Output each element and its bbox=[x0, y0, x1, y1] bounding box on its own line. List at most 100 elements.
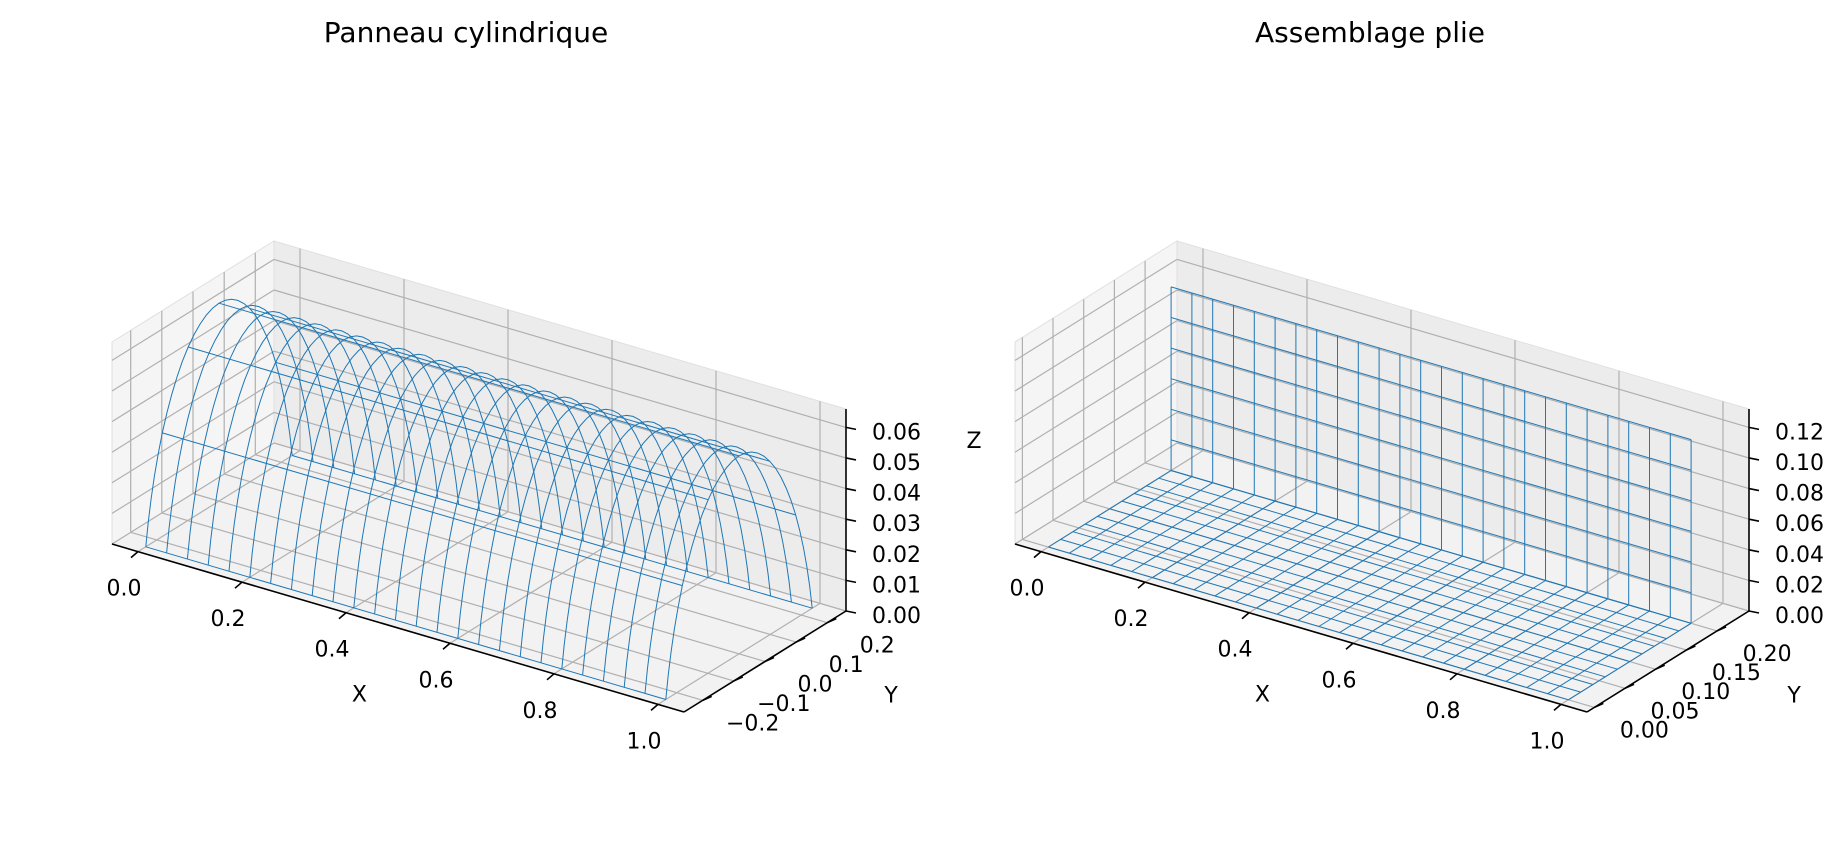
grid-line-z bbox=[1014, 411, 1178, 514]
x-tick-label: 0.6 bbox=[419, 668, 454, 693]
x-tick-mark bbox=[650, 703, 659, 711]
x-tick-mark bbox=[338, 612, 347, 620]
x-tick-label: 0.0 bbox=[107, 577, 142, 602]
y-tick-mark bbox=[795, 637, 806, 643]
grid-line-z bbox=[273, 258, 847, 428]
grid-line-z bbox=[111, 289, 275, 392]
x-tick-mark bbox=[130, 551, 139, 559]
grid-line-z bbox=[1176, 442, 1750, 612]
grid-line-z bbox=[1014, 442, 1178, 545]
grid-line-z bbox=[1014, 258, 1178, 361]
x-tick-mark bbox=[1449, 673, 1458, 681]
grid-line-z bbox=[111, 381, 275, 484]
y-tick-label: 0.20 bbox=[1743, 642, 1792, 667]
y-tick-mark bbox=[826, 617, 837, 624]
grid-line-z bbox=[111, 350, 275, 453]
surface-floor-line bbox=[1097, 515, 1618, 670]
z-tick-mark bbox=[1748, 487, 1760, 492]
z-tick-mark bbox=[845, 426, 857, 431]
z-tick-label: 0.04 bbox=[1775, 543, 1824, 568]
x-tick-mark bbox=[1345, 642, 1354, 650]
x-tick-label: 0.2 bbox=[211, 607, 246, 632]
surface-long-line bbox=[249, 308, 770, 462]
grid-line-z bbox=[111, 442, 275, 545]
y-tick-label: 0.00 bbox=[1620, 718, 1669, 743]
y-tick-mark bbox=[733, 676, 744, 682]
grid-line-z bbox=[273, 320, 847, 490]
surface-floor-line bbox=[1060, 538, 1581, 693]
x-tick-mark bbox=[1033, 551, 1042, 559]
chart-title: Panneau cylindrique bbox=[324, 16, 608, 49]
surface-flange-line bbox=[1170, 317, 1692, 471]
grid-line-z bbox=[1176, 320, 1750, 490]
z-tick-mark bbox=[845, 487, 857, 492]
z-tick-mark bbox=[845, 549, 857, 553]
grid-line-z bbox=[111, 411, 275, 514]
x-tick-label: 0.4 bbox=[1218, 638, 1253, 663]
surface-wireframe bbox=[145, 298, 813, 700]
y-tick-label: 0.10 bbox=[1681, 680, 1730, 705]
surface-wireframe bbox=[1048, 286, 1692, 701]
y-tick-mark bbox=[1655, 664, 1666, 670]
grid-line-z bbox=[1176, 258, 1750, 428]
y-tick-label: −0.2 bbox=[726, 711, 779, 736]
x-tick-label: 1.0 bbox=[627, 729, 662, 754]
surface-flange-line bbox=[1170, 286, 1692, 441]
surface-long-line bbox=[275, 361, 796, 516]
x-tick-label: 0.6 bbox=[1322, 668, 1357, 693]
y-tick-label: 0.0 bbox=[798, 673, 833, 698]
grid-line-z bbox=[273, 442, 847, 612]
x-axis-label: X bbox=[1255, 683, 1270, 708]
z-tick-mark bbox=[845, 457, 857, 461]
z-tick-label: 0.08 bbox=[1775, 482, 1824, 507]
y-tick-label: 0.05 bbox=[1651, 699, 1700, 724]
y-tick-mark bbox=[764, 656, 775, 663]
surface-floor-line bbox=[1146, 485, 1667, 640]
grid-line-z bbox=[1014, 381, 1178, 484]
z-tick-label: 0.05 bbox=[872, 451, 921, 476]
x-tick-mark bbox=[1241, 612, 1250, 620]
surface-long-line bbox=[292, 455, 813, 609]
z-tick-mark bbox=[1748, 518, 1760, 522]
surface-floor-line bbox=[1134, 493, 1655, 647]
y-axis-line bbox=[1586, 610, 1750, 713]
z-tick-label: 0.00 bbox=[1775, 604, 1824, 629]
surface-floor-line bbox=[1048, 546, 1569, 701]
x-tick-label: 0.2 bbox=[1114, 607, 1149, 632]
chart-panel-1: Assemblage plie0.00.20.40.60.81.0X0.000.… bbox=[1010, 16, 1824, 754]
y-tick-mark bbox=[1686, 645, 1696, 651]
surface-long-line bbox=[145, 546, 666, 700]
grid-line-z bbox=[273, 411, 847, 581]
surface-long-line bbox=[162, 432, 683, 587]
x-tick-mark bbox=[442, 642, 451, 650]
surface-floor-line bbox=[1568, 622, 1692, 701]
x-tick-label: 1.0 bbox=[1530, 729, 1565, 754]
z-tick-mark bbox=[1748, 549, 1760, 553]
z-tick-mark bbox=[1748, 426, 1760, 431]
grid-line-z bbox=[1176, 289, 1750, 459]
grid-line-z bbox=[273, 289, 847, 459]
chart-panel-0: Panneau cylindrique 0.0 0.2 0.4 0.6 0.8 1.0 X −0… bbox=[107, 16, 982, 754]
z-tick-label: 0.10 bbox=[1775, 451, 1824, 476]
grid-line-z bbox=[1176, 350, 1750, 520]
x-tick-label: 0.8 bbox=[1426, 699, 1461, 724]
grid-line-y bbox=[192, 492, 766, 663]
grid-line-z bbox=[1014, 289, 1178, 392]
z-tick-label: 0.02 bbox=[1775, 573, 1824, 598]
grid-line-z bbox=[1176, 411, 1750, 581]
surface-long-line bbox=[188, 346, 709, 501]
surface-floor-line bbox=[1085, 523, 1606, 678]
grid-line-z bbox=[111, 320, 275, 423]
grid-line-z bbox=[273, 381, 847, 551]
x-tick-mark bbox=[1553, 703, 1562, 711]
x-tick-mark bbox=[546, 673, 555, 681]
z-tick-label: 0.01 bbox=[872, 573, 921, 598]
grid-line-y bbox=[161, 512, 734, 682]
z-tick-label: 0.04 bbox=[872, 482, 921, 507]
surface-flange-line bbox=[1170, 378, 1692, 532]
z-tick-mark bbox=[1748, 610, 1760, 614]
surface-flange-line bbox=[1170, 347, 1692, 502]
z-tick-label: 0.12 bbox=[1775, 420, 1824, 445]
surface-floor-line bbox=[1158, 477, 1679, 632]
